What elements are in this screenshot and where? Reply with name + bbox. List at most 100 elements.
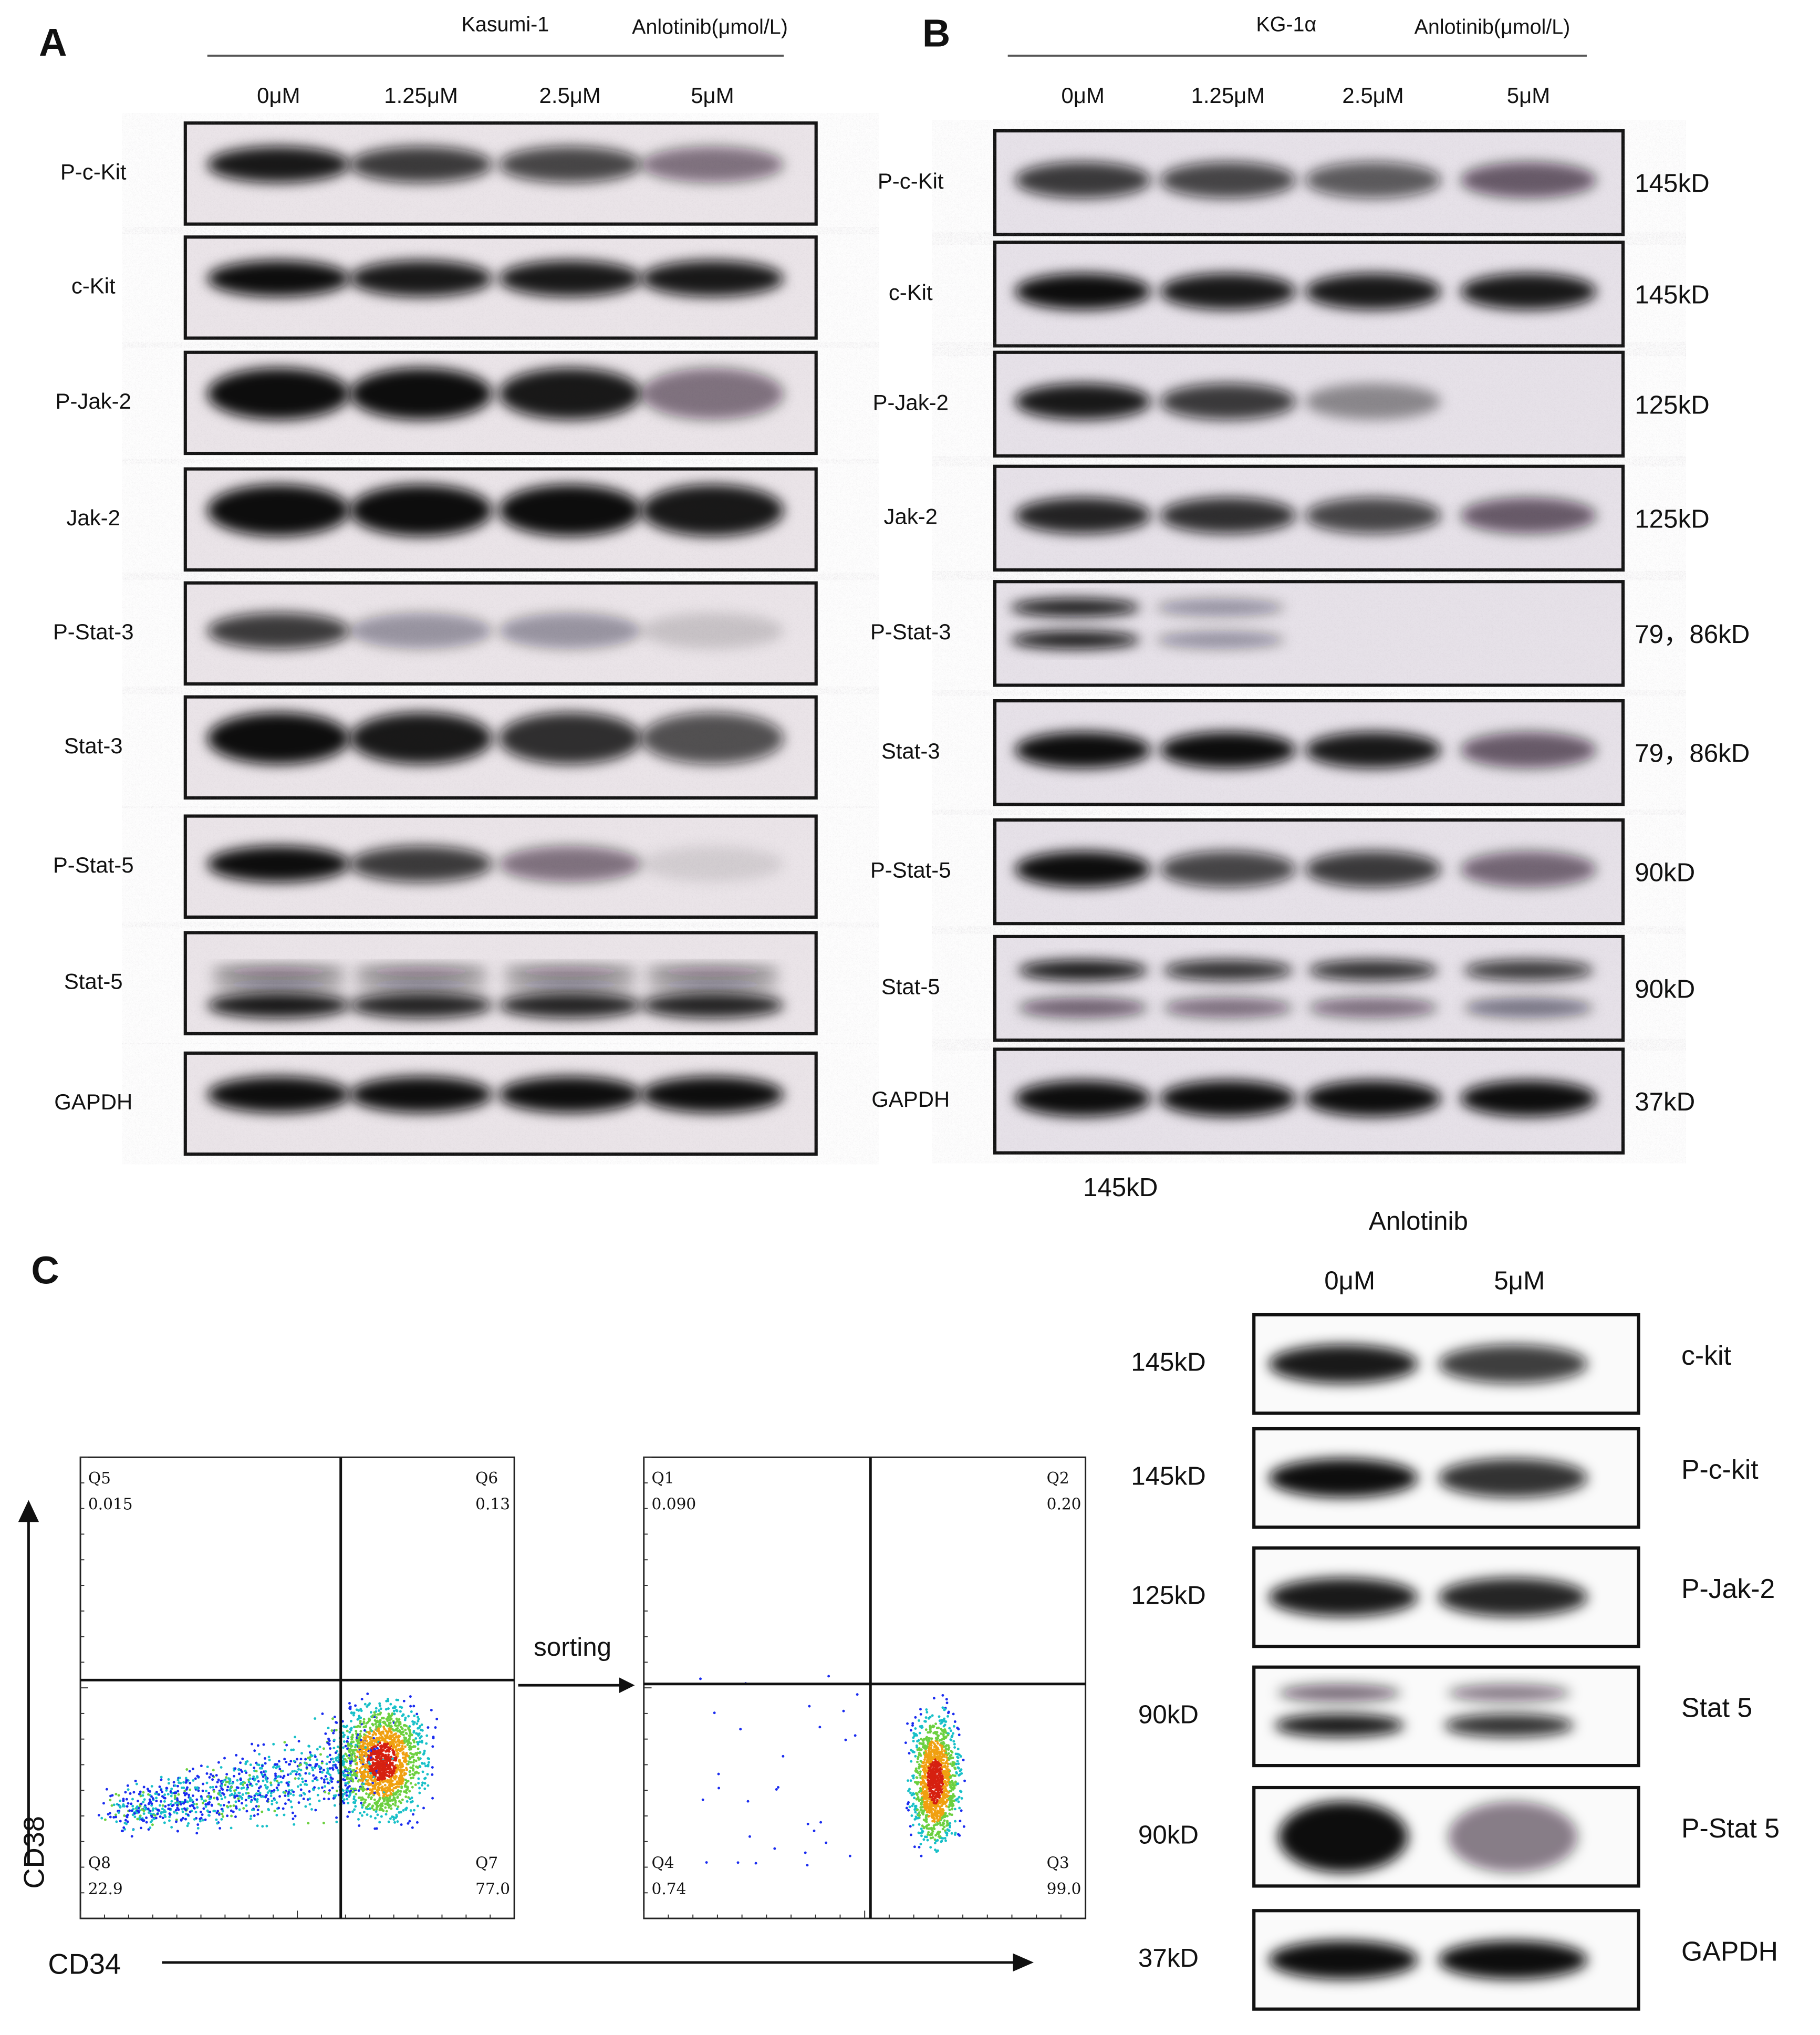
flow-point [348, 1780, 351, 1783]
flow-point [308, 1790, 311, 1793]
row-label: P-c-Kit [60, 160, 127, 184]
flow-point [393, 1712, 396, 1716]
flow-point [204, 1803, 207, 1806]
flow-point [393, 1705, 397, 1708]
flow-point [427, 1761, 430, 1764]
flow-point [370, 1796, 373, 1799]
flow-point [398, 1763, 401, 1767]
flow-point [220, 1766, 223, 1769]
flow-point [264, 1776, 267, 1779]
flow-point [941, 1719, 944, 1722]
flow-point [399, 1811, 402, 1814]
flow-point [705, 1861, 708, 1864]
flow-point [329, 1747, 332, 1750]
flow-point [347, 1772, 350, 1775]
flow-point [377, 1754, 380, 1757]
flow-point [299, 1763, 302, 1766]
flow-point [361, 1806, 364, 1809]
flow-point [178, 1777, 181, 1780]
flow-point [289, 1792, 292, 1795]
flow-point [182, 1781, 185, 1784]
flow-point [950, 1813, 953, 1816]
flow-point [368, 1731, 371, 1734]
flow-point [125, 1815, 128, 1818]
flow-point [349, 1762, 352, 1765]
band [498, 992, 641, 1019]
flow-point [307, 1745, 310, 1748]
flow-point [907, 1801, 910, 1804]
flow-point [934, 1849, 937, 1852]
flow-point [346, 1740, 349, 1743]
flow-point [313, 1786, 316, 1789]
flow-point [390, 1793, 393, 1796]
flow-point [919, 1712, 922, 1716]
flow-point [392, 1753, 396, 1756]
flow-point [932, 1776, 935, 1779]
flow-point [923, 1772, 927, 1775]
flow-point [355, 1777, 358, 1780]
flow-point [931, 1787, 934, 1789]
flow-point [914, 1806, 917, 1810]
flow-point [163, 1800, 166, 1803]
flow-point [407, 1796, 410, 1799]
flow-point [388, 1743, 391, 1747]
flow-point [107, 1813, 110, 1816]
band [498, 846, 641, 882]
flow-point [359, 1730, 362, 1733]
flow-point [372, 1730, 376, 1733]
flow-point [287, 1794, 290, 1798]
flow-point [920, 1797, 923, 1800]
band [1278, 1801, 1408, 1873]
flow-point [111, 1794, 114, 1797]
flow-point [943, 1779, 947, 1782]
flow-point [310, 1766, 314, 1769]
arrowhead [619, 1677, 635, 1693]
flow-point [373, 1767, 377, 1770]
flow-point [372, 1752, 375, 1756]
flow-point [164, 1805, 167, 1808]
flow-point [423, 1749, 426, 1752]
flow-point [377, 1782, 380, 1785]
flow-point [380, 1769, 383, 1772]
flow-point [201, 1819, 204, 1822]
band [349, 992, 493, 1019]
flow-point [217, 1778, 220, 1781]
flow-point [374, 1713, 377, 1716]
weight-label: 90kD [1138, 1700, 1199, 1729]
band [1438, 1577, 1588, 1617]
flow-point [431, 1797, 434, 1800]
flow-point [940, 1840, 943, 1843]
row-label: P-Jak-2 [1681, 1573, 1775, 1604]
flow-point [935, 1805, 938, 1808]
band [1305, 162, 1441, 199]
row-label: Stat-3 [881, 739, 940, 763]
flow-point [854, 1734, 857, 1737]
flow-point [379, 1719, 382, 1722]
flow-point [222, 1815, 225, 1818]
flow-point [257, 1780, 260, 1783]
flow-point [935, 1793, 938, 1797]
flow-point [408, 1773, 411, 1777]
flow-point [404, 1731, 408, 1735]
flow-point [353, 1788, 357, 1790]
flow-point [931, 1761, 934, 1764]
band [1018, 960, 1148, 981]
band [1268, 1577, 1418, 1617]
label: 1.25μM [384, 83, 458, 108]
flow-point [279, 1770, 283, 1773]
flow-point [247, 1797, 251, 1800]
flow-point [142, 1785, 145, 1789]
flow-point [374, 1759, 377, 1761]
flow-point [947, 1772, 950, 1775]
flow-point [409, 1761, 412, 1764]
flow-point [387, 1750, 390, 1753]
flow-point [370, 1740, 373, 1743]
flow-point [950, 1832, 953, 1835]
flow-point [312, 1788, 315, 1791]
flow-point [956, 1782, 959, 1785]
flow-point [249, 1814, 253, 1818]
flow-point [392, 1792, 395, 1795]
flow-point [142, 1812, 145, 1815]
flow-point [925, 1708, 928, 1711]
flow-point [176, 1779, 180, 1782]
